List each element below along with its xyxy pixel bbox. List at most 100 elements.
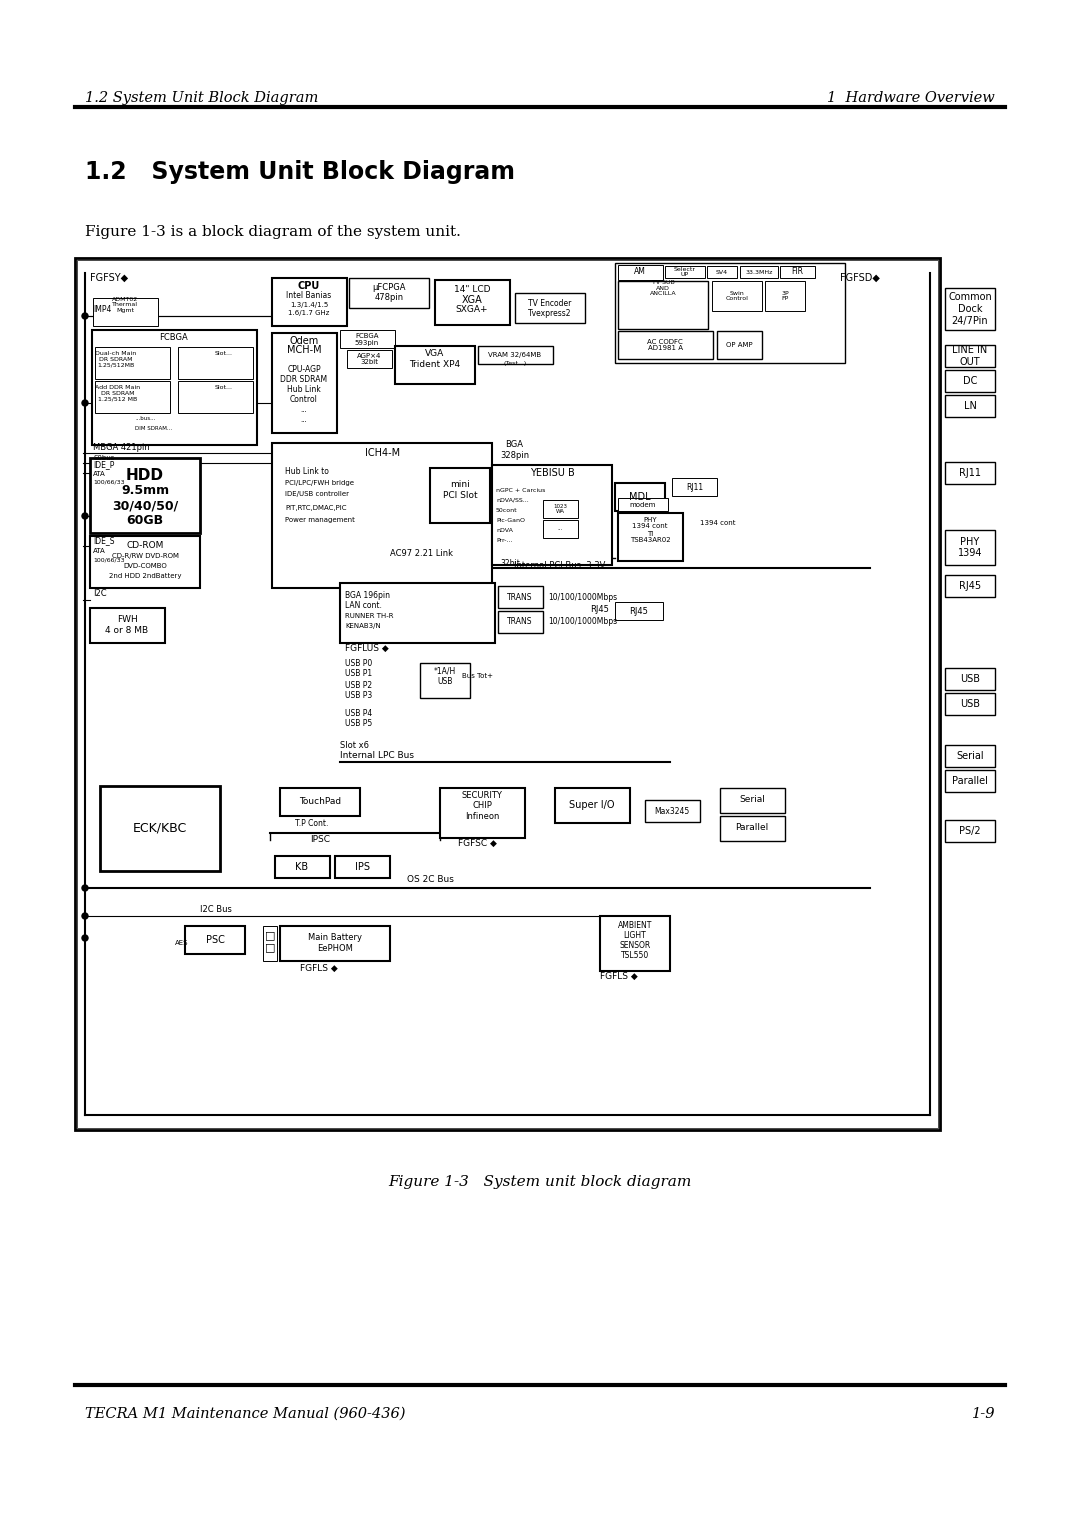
Bar: [780, 265, 815, 278]
Bar: [178, 348, 253, 380]
Text: PCI/LPC/FWH bridge: PCI/LPC/FWH bridge: [285, 480, 354, 486]
Text: DIM SDRAM...: DIM SDRAM...: [135, 425, 172, 430]
Text: nDVA/SS...: nDVA/SS...: [496, 497, 529, 503]
Bar: [945, 531, 995, 564]
Circle shape: [82, 935, 87, 941]
Bar: [275, 856, 330, 878]
Text: TRANS: TRANS: [508, 593, 532, 601]
Bar: [765, 281, 805, 311]
Text: LINE IN
OUT: LINE IN OUT: [953, 345, 987, 368]
Text: Selectr
UP: Selectr UP: [674, 267, 696, 278]
Bar: [185, 926, 245, 955]
Text: IDE_S: IDE_S: [93, 537, 114, 546]
Text: Super I/O: Super I/O: [569, 801, 615, 810]
Bar: [665, 265, 705, 278]
Text: PHY
1394: PHY 1394: [958, 537, 982, 558]
Text: modem: modem: [630, 502, 657, 508]
Bar: [672, 477, 717, 496]
Text: SV4: SV4: [716, 270, 728, 274]
Text: FGFSY◆: FGFSY◆: [90, 273, 129, 284]
Text: IDE_P: IDE_P: [93, 461, 114, 470]
Text: TV Encoder: TV Encoder: [528, 299, 571, 308]
Text: (Test...): (Test...): [503, 360, 527, 366]
Text: Slot x6: Slot x6: [340, 741, 369, 750]
Text: 10/100/1000Mbps: 10/100/1000Mbps: [548, 593, 617, 601]
Bar: [945, 820, 995, 842]
Text: CD-R/RW DVD-ROM: CD-R/RW DVD-ROM: [111, 554, 178, 560]
Text: FGFLUS ◆: FGFLUS ◆: [345, 644, 389, 653]
Bar: [272, 332, 337, 433]
Text: ATA: ATA: [93, 547, 106, 554]
Bar: [945, 288, 995, 329]
Text: HDD: HDD: [126, 468, 164, 483]
Bar: [178, 381, 253, 413]
Bar: [618, 265, 663, 281]
Text: VGA
Trident XP4: VGA Trident XP4: [409, 349, 460, 369]
Text: Intel Banias: Intel Banias: [286, 291, 332, 300]
Text: mini
PCI Slot: mini PCI Slot: [443, 480, 477, 500]
Text: Max3245: Max3245: [654, 807, 690, 816]
Text: Bus Tot+: Bus Tot+: [462, 673, 494, 679]
Text: VRAM 32/64MB: VRAM 32/64MB: [488, 352, 541, 358]
Text: 100/66/33: 100/66/33: [93, 479, 124, 485]
Text: OS 2C Bus: OS 2C Bus: [406, 875, 454, 884]
Bar: [945, 746, 995, 767]
Text: 1.2 System Unit Block Diagram: 1.2 System Unit Block Diagram: [85, 92, 319, 105]
Text: USB P2: USB P2: [345, 680, 373, 689]
Text: 10/100/1000Mbps: 10/100/1000Mbps: [548, 618, 617, 627]
Text: □
□: □ □: [265, 930, 275, 952]
Bar: [430, 468, 490, 523]
Text: PHY
1394 cont
TI
TSB43AR02: PHY 1394 cont TI TSB43AR02: [630, 517, 671, 543]
Bar: [93, 297, 158, 326]
Text: CPU: CPU: [298, 281, 320, 291]
Text: AMBIENT: AMBIENT: [618, 921, 652, 930]
Text: Serial: Serial: [956, 750, 984, 761]
Text: Tvexpress2: Tvexpress2: [528, 308, 571, 317]
Text: ...: ...: [557, 526, 563, 532]
Bar: [492, 465, 612, 564]
Text: Internal LPC Bus: Internal LPC Bus: [340, 752, 414, 761]
Bar: [100, 785, 220, 871]
Text: *1A/H
USB: *1A/H USB: [434, 666, 456, 686]
Text: USB P0: USB P0: [345, 659, 373, 668]
Text: Figure 1-3   System unit block diagram: Figure 1-3 System unit block diagram: [389, 1174, 691, 1190]
Bar: [498, 612, 543, 633]
Text: 3P
FP: 3P FP: [781, 291, 788, 302]
Bar: [615, 483, 665, 511]
Text: Internal PCI Bus  3.3V: Internal PCI Bus 3.3V: [514, 561, 606, 569]
Text: YEBISU B: YEBISU B: [529, 468, 575, 477]
Circle shape: [82, 884, 87, 891]
Bar: [720, 788, 785, 813]
Text: 478pin: 478pin: [375, 293, 404, 302]
Text: PIT,RTC,DMAC,PIC: PIT,RTC,DMAC,PIC: [285, 505, 347, 511]
Bar: [340, 583, 495, 644]
Bar: [615, 602, 663, 621]
Bar: [945, 770, 995, 791]
Bar: [435, 281, 510, 325]
Bar: [395, 346, 475, 384]
Bar: [707, 265, 737, 278]
Text: Figure 1-3 is a block diagram of the system unit.: Figure 1-3 is a block diagram of the sys…: [85, 226, 461, 239]
Text: TECRA M1 Maintenance Manual (960-436): TECRA M1 Maintenance Manual (960-436): [85, 1408, 405, 1421]
Text: 1.2   System Unit Block Diagram: 1.2 System Unit Block Diagram: [85, 160, 515, 185]
Bar: [420, 663, 470, 698]
Text: DC: DC: [962, 377, 977, 386]
Text: SENSOR: SENSOR: [619, 941, 650, 950]
Circle shape: [82, 512, 87, 518]
Text: IMP4: IMP4: [93, 305, 111, 314]
Text: ATA: ATA: [93, 471, 106, 477]
Text: LN: LN: [963, 401, 976, 412]
Text: 1.3/1.4/1.5: 1.3/1.4/1.5: [289, 302, 328, 308]
Text: USB P1: USB P1: [345, 669, 373, 679]
Text: IPS: IPS: [354, 862, 369, 872]
Bar: [945, 668, 995, 689]
Text: FGFLS ◆: FGFLS ◆: [600, 971, 638, 981]
Text: FCBGA
593pin: FCBGA 593pin: [355, 332, 379, 346]
Text: RJ11: RJ11: [959, 468, 981, 477]
Bar: [90, 608, 165, 644]
Text: 2nd HDD 2ndBattery: 2nd HDD 2ndBattery: [109, 573, 181, 580]
Text: Odem: Odem: [289, 336, 319, 346]
Bar: [720, 816, 785, 840]
Bar: [90, 535, 200, 589]
Text: IDE/USB controller: IDE/USB controller: [285, 491, 349, 497]
